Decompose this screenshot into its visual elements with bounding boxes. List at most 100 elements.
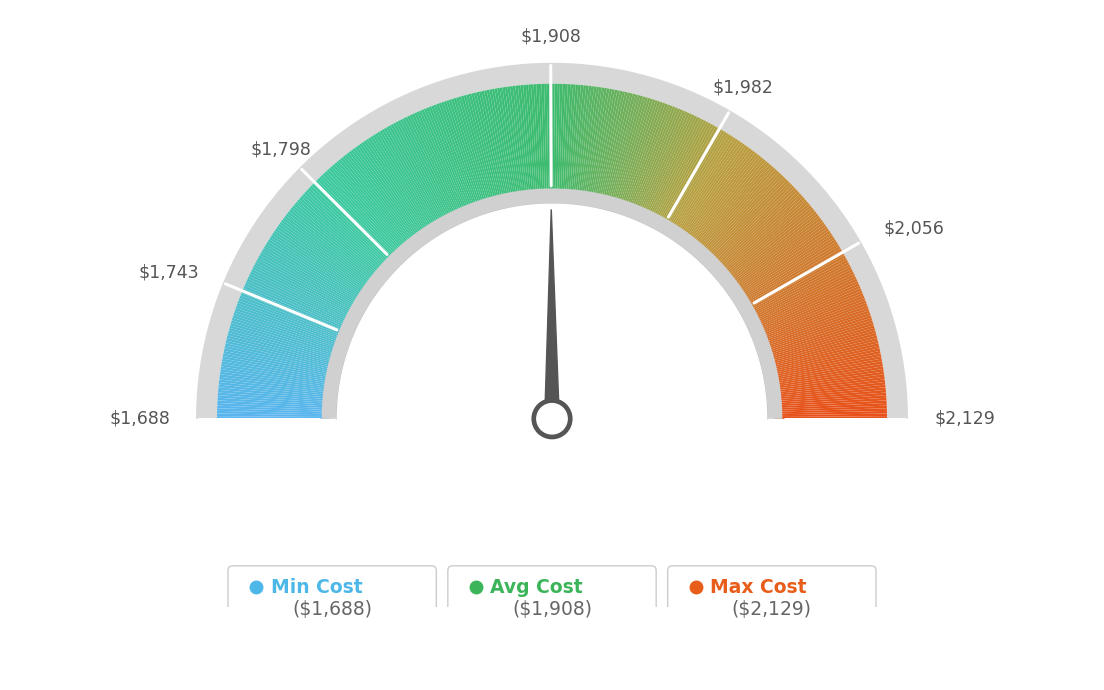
Polygon shape	[242, 290, 347, 335]
Polygon shape	[500, 88, 519, 199]
Polygon shape	[730, 217, 821, 286]
Polygon shape	[259, 253, 359, 310]
Polygon shape	[719, 197, 805, 273]
Polygon shape	[414, 112, 463, 216]
Polygon shape	[434, 104, 475, 210]
Polygon shape	[765, 320, 873, 355]
Polygon shape	[680, 145, 746, 238]
Polygon shape	[368, 137, 432, 233]
Polygon shape	[523, 85, 534, 197]
Polygon shape	[689, 154, 760, 244]
Polygon shape	[221, 366, 332, 386]
Polygon shape	[641, 112, 690, 216]
Polygon shape	[595, 90, 620, 201]
Polygon shape	[704, 175, 783, 258]
Polygon shape	[745, 253, 845, 310]
Polygon shape	[516, 86, 529, 197]
Polygon shape	[616, 98, 650, 206]
Polygon shape	[518, 86, 531, 197]
Polygon shape	[741, 241, 838, 302]
Polygon shape	[762, 305, 868, 345]
Polygon shape	[344, 154, 415, 244]
Text: $1,908: $1,908	[520, 28, 581, 46]
Polygon shape	[412, 113, 460, 217]
Polygon shape	[774, 408, 887, 413]
Polygon shape	[311, 184, 393, 264]
Polygon shape	[197, 63, 907, 419]
Polygon shape	[397, 120, 452, 221]
Polygon shape	[220, 374, 331, 391]
Polygon shape	[365, 139, 429, 234]
Polygon shape	[489, 89, 512, 200]
Polygon shape	[740, 239, 836, 301]
Polygon shape	[461, 96, 493, 205]
Polygon shape	[576, 86, 592, 198]
Polygon shape	[245, 284, 349, 331]
Polygon shape	[246, 279, 350, 327]
Polygon shape	[235, 308, 342, 346]
Polygon shape	[682, 148, 751, 240]
Polygon shape	[224, 346, 335, 372]
Polygon shape	[315, 180, 396, 262]
Polygon shape	[732, 222, 825, 289]
Polygon shape	[233, 313, 341, 350]
Polygon shape	[774, 411, 887, 415]
Polygon shape	[266, 241, 363, 302]
Polygon shape	[754, 279, 858, 327]
Polygon shape	[386, 126, 444, 226]
Polygon shape	[771, 353, 881, 377]
Polygon shape	[772, 369, 883, 387]
Polygon shape	[416, 111, 464, 215]
Polygon shape	[566, 84, 575, 197]
Polygon shape	[314, 182, 395, 263]
Polygon shape	[309, 186, 392, 265]
Polygon shape	[278, 224, 371, 291]
Polygon shape	[217, 393, 330, 403]
Polygon shape	[476, 92, 503, 202]
Polygon shape	[426, 107, 470, 213]
Polygon shape	[544, 83, 549, 197]
Polygon shape	[321, 175, 400, 258]
Polygon shape	[559, 84, 565, 197]
Polygon shape	[760, 298, 866, 340]
Polygon shape	[702, 171, 779, 255]
Polygon shape	[755, 284, 859, 331]
Polygon shape	[400, 119, 453, 221]
Polygon shape	[330, 166, 406, 252]
Polygon shape	[261, 250, 360, 308]
Polygon shape	[747, 259, 848, 315]
Polygon shape	[762, 308, 869, 346]
Polygon shape	[245, 281, 349, 329]
Polygon shape	[664, 129, 722, 227]
Polygon shape	[474, 92, 501, 202]
Polygon shape	[606, 94, 635, 204]
Polygon shape	[217, 406, 330, 412]
Polygon shape	[598, 91, 625, 201]
Polygon shape	[746, 255, 846, 312]
Polygon shape	[240, 295, 346, 339]
Polygon shape	[322, 172, 401, 257]
Polygon shape	[217, 403, 330, 410]
Polygon shape	[690, 156, 762, 245]
Polygon shape	[219, 387, 330, 400]
Polygon shape	[342, 156, 414, 245]
Polygon shape	[217, 397, 330, 406]
Polygon shape	[229, 328, 338, 360]
Polygon shape	[250, 271, 352, 322]
Polygon shape	[325, 171, 402, 255]
Polygon shape	[217, 413, 330, 417]
Polygon shape	[747, 257, 847, 313]
Polygon shape	[679, 143, 744, 237]
Polygon shape	[699, 168, 775, 253]
Polygon shape	[227, 333, 337, 364]
Polygon shape	[349, 151, 418, 242]
Polygon shape	[440, 102, 480, 209]
Polygon shape	[614, 97, 648, 206]
Polygon shape	[290, 207, 380, 279]
Polygon shape	[753, 274, 856, 324]
Polygon shape	[358, 145, 424, 238]
Polygon shape	[558, 84, 563, 197]
Polygon shape	[444, 101, 481, 208]
Polygon shape	[533, 84, 542, 197]
Polygon shape	[512, 86, 528, 198]
